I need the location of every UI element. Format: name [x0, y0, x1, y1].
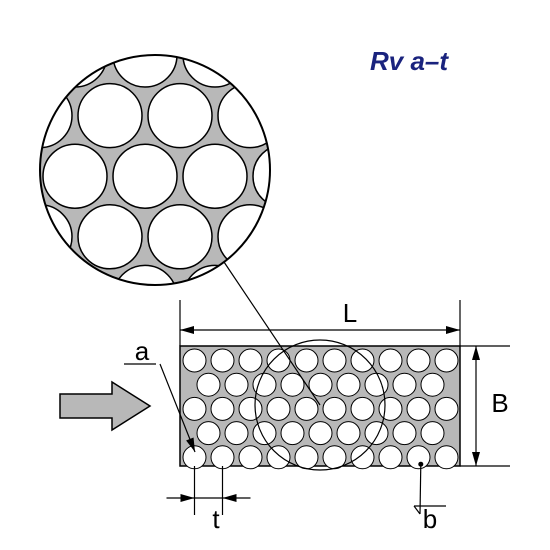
hole: [435, 446, 458, 469]
hole: [197, 373, 220, 396]
hole: [225, 373, 248, 396]
hole: [323, 349, 346, 372]
hole: [211, 446, 234, 469]
hole: [365, 422, 388, 445]
hole: [351, 349, 374, 372]
magnified-hole: [0, 23, 37, 87]
magnified-hole: [288, 84, 352, 148]
dim-arrow: [446, 326, 460, 334]
hole: [197, 422, 220, 445]
dim-arrow: [472, 346, 480, 360]
hole: [295, 446, 318, 469]
dim-arrow: [223, 494, 237, 502]
magnified-hole: [78, 0, 142, 26]
magnified-hole: [148, 0, 212, 26]
hole: [435, 349, 458, 372]
hole: [393, 422, 416, 445]
magnified-hole: [183, 144, 247, 208]
hole: [281, 422, 304, 445]
hole: [421, 422, 444, 445]
magnified-hole: [43, 23, 107, 87]
hole: [421, 373, 444, 396]
magnified-hole: [253, 23, 317, 87]
hole: [379, 446, 402, 469]
magnified-hole: [253, 144, 317, 208]
magnified-hole: [218, 0, 282, 26]
direction-arrow: [60, 382, 150, 430]
magnified-hole: [183, 23, 247, 87]
hole: [295, 349, 318, 372]
magnified-hole: [148, 205, 212, 269]
magnified-hole: [43, 144, 107, 208]
hole: [267, 397, 290, 420]
hole: [211, 397, 234, 420]
b-leader: [420, 464, 421, 514]
dim-B-label: B: [491, 388, 508, 418]
dim-b-label: b: [423, 504, 437, 534]
hole: [253, 422, 276, 445]
hole: [351, 397, 374, 420]
hole: [407, 446, 430, 469]
hole: [183, 397, 206, 420]
hole: [211, 349, 234, 372]
hole: [239, 349, 262, 372]
title-label: Rv a–t: [370, 46, 449, 76]
magnifier-detail: [0, 0, 387, 329]
hole: [267, 349, 290, 372]
magnified-hole: [0, 265, 37, 329]
magnified-hole: [8, 0, 72, 26]
hole: [309, 422, 332, 445]
hole: [295, 397, 318, 420]
hole: [323, 397, 346, 420]
hole: [183, 349, 206, 372]
hole: [379, 397, 402, 420]
hole: [337, 422, 360, 445]
magnified-hole: [288, 205, 352, 269]
b-leader2: [414, 506, 420, 514]
hole: [267, 446, 290, 469]
magnified-hole: [0, 144, 37, 208]
magnified-hole: [113, 144, 177, 208]
dim-a-label: a: [135, 336, 150, 366]
hole: [435, 397, 458, 420]
magnified-hole: [78, 84, 142, 148]
magnified-hole: [43, 265, 107, 329]
hole: [337, 373, 360, 396]
magnified-hole: [183, 265, 247, 329]
dim-t-label: t: [212, 504, 220, 534]
hole: [239, 446, 262, 469]
magnified-hole: [78, 205, 142, 269]
magnified-hole: [0, 205, 2, 269]
dim-arrow: [472, 452, 480, 466]
hole: [393, 373, 416, 396]
hole: [351, 446, 374, 469]
magnified-hole: [0, 0, 2, 26]
hole: [225, 422, 248, 445]
dim-L-label: L: [343, 298, 357, 328]
hole: [407, 349, 430, 372]
magnified-hole: [8, 84, 72, 148]
magnified-hole: [218, 84, 282, 148]
magnified-hole: [113, 265, 177, 329]
dim-arrow: [181, 494, 195, 502]
hole: [365, 373, 388, 396]
hole: [407, 397, 430, 420]
magnified-hole: [148, 84, 212, 148]
magnified-hole: [288, 0, 352, 26]
dim-arrow: [180, 326, 194, 334]
hole: [379, 349, 402, 372]
magnified-hole: [0, 84, 2, 148]
hole: [239, 397, 262, 420]
perforated-sheet: [180, 346, 460, 469]
magnified-hole: [323, 144, 387, 208]
